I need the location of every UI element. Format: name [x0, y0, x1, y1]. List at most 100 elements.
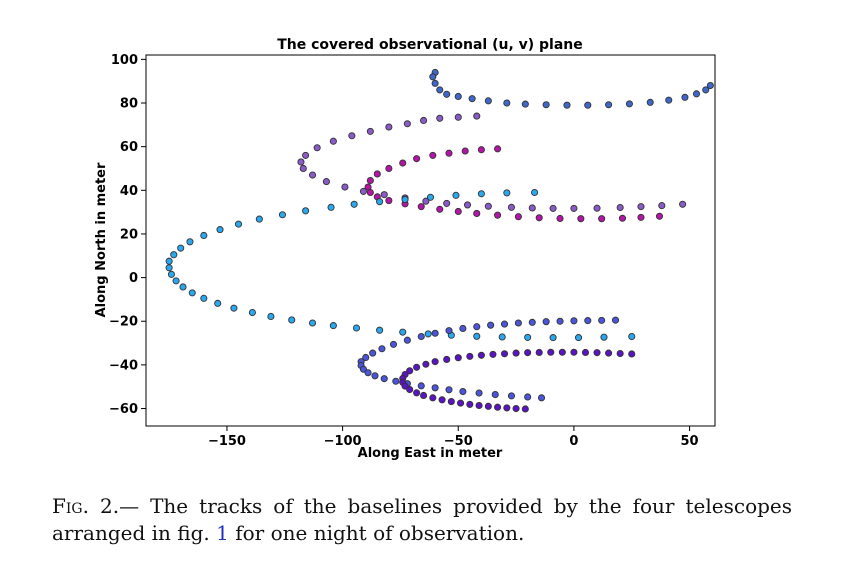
uv-point: [487, 321, 495, 329]
uv-point: [167, 270, 175, 278]
uv-point: [436, 114, 444, 122]
uv-point: [521, 100, 529, 108]
uv-point: [577, 215, 585, 223]
uv-point: [443, 355, 451, 363]
uv-point: [413, 389, 421, 397]
uv-point: [452, 191, 460, 199]
uv-point: [475, 389, 483, 397]
uv-point: [188, 289, 196, 297]
uv-point: [429, 73, 437, 81]
uv-point: [389, 340, 398, 348]
uv-point: [438, 396, 446, 404]
uv-point: [278, 211, 287, 219]
uv-point: [359, 365, 367, 373]
uv-point: [366, 127, 374, 135]
uv-point: [373, 170, 381, 178]
uv-point: [524, 393, 532, 401]
uv-point: [598, 316, 606, 324]
uv-point: [436, 86, 444, 94]
uv-point: [445, 149, 453, 157]
uv-point: [466, 352, 474, 360]
uv-point: [385, 197, 393, 205]
uv-point: [637, 203, 645, 211]
uv-point: [424, 330, 432, 338]
uv-point: [420, 116, 428, 125]
uv-point: [364, 369, 372, 377]
uv-point: [302, 151, 310, 159]
y-tick-label: 80: [120, 97, 138, 112]
uv-point: [165, 257, 173, 265]
uv-point: [420, 391, 428, 400]
uv-point: [477, 351, 485, 359]
uv-point: [531, 188, 539, 197]
caption-text-end: for one night of observation.: [228, 521, 525, 545]
y-tick-label: −20: [109, 315, 138, 330]
uv-point: [422, 197, 430, 205]
uv-point: [376, 198, 384, 206]
uv-point: [443, 90, 451, 98]
y-tick-label: 20: [120, 227, 138, 242]
uv-point: [371, 372, 379, 380]
uv-point: [547, 348, 555, 356]
uv-point: [214, 299, 222, 307]
uv-point: [200, 294, 208, 302]
uv-point: [385, 164, 393, 173]
uv-point: [498, 333, 506, 341]
uv-point: [512, 404, 520, 413]
x-tick-label: 50: [681, 434, 699, 449]
uv-point: [702, 86, 710, 94]
uv-point: [267, 312, 275, 321]
uv-point: [494, 145, 502, 153]
uv-point: [581, 348, 590, 357]
uv-point: [549, 334, 557, 342]
uv-point: [413, 155, 421, 163]
uv-point: [413, 363, 421, 371]
uv-point: [417, 203, 425, 211]
series-4: [165, 188, 636, 342]
uv-point: [507, 392, 516, 400]
uv-point: [352, 324, 361, 332]
uv-point: [454, 207, 462, 216]
uv-point: [563, 101, 571, 109]
uv-point: [655, 212, 664, 220]
series-5: [357, 316, 620, 402]
uv-point: [302, 207, 310, 215]
uv-point: [177, 244, 185, 252]
uv-point: [484, 97, 492, 105]
y-tick-label: 40: [120, 184, 138, 199]
uv-point: [549, 204, 557, 212]
y-axis-title: Along North in meter: [94, 162, 109, 317]
uv-point: [706, 82, 714, 90]
x-axis: −150 −100 −50 0 50: [208, 426, 699, 449]
uv-point: [503, 189, 511, 197]
uv-point: [598, 215, 606, 223]
uv-point: [514, 319, 522, 327]
uv-point: [692, 90, 701, 98]
uv-point: [426, 193, 435, 201]
figure-reference-link[interactable]: 1: [216, 521, 229, 545]
uv-point: [489, 350, 497, 358]
uv-point: [454, 354, 462, 362]
uv-point: [512, 349, 520, 357]
uv-point: [288, 316, 296, 324]
uv-point: [366, 176, 374, 185]
uv-point: [646, 98, 654, 106]
uv-point: [445, 327, 453, 335]
uv-point: [558, 348, 566, 356]
uv-point: [366, 188, 374, 197]
uv-point: [399, 328, 407, 336]
plot-area: [145, 54, 716, 427]
uv-point: [350, 200, 358, 208]
uv-point: [473, 323, 481, 331]
uv-point: [473, 112, 481, 120]
uv-point: [473, 332, 481, 340]
uv-point: [429, 151, 437, 159]
uv-point: [401, 195, 409, 204]
uv-point: [248, 308, 256, 317]
uv-point: [322, 178, 330, 186]
uv-point: [503, 404, 511, 412]
x-tick-label: −50: [444, 434, 473, 449]
uv-point: [299, 164, 307, 173]
uv-point: [570, 204, 578, 212]
uv-point: [459, 387, 467, 396]
